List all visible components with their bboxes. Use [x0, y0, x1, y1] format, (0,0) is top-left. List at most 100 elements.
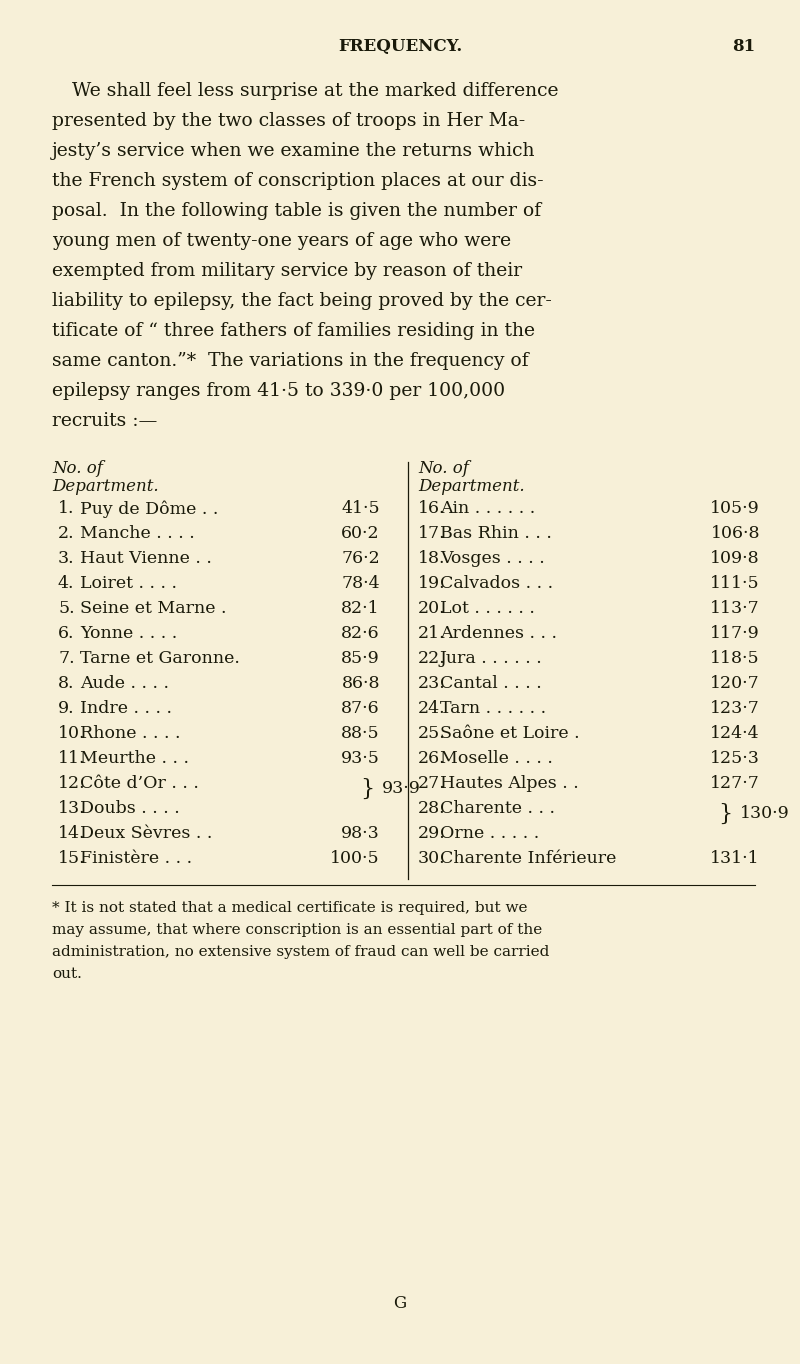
Text: liability to epilepsy, the fact being proved by the cer-: liability to epilepsy, the fact being pr…: [52, 292, 552, 310]
Text: 27.: 27.: [418, 775, 446, 792]
Text: the French system of conscription places at our dis-: the French system of conscription places…: [52, 172, 544, 190]
Text: Saône et Loire .: Saône et Loire .: [440, 726, 580, 742]
Text: }: }: [718, 802, 732, 824]
Text: Lot . . . . . .: Lot . . . . . .: [440, 600, 535, 617]
Text: 82·6: 82·6: [342, 625, 380, 642]
Text: Cantal . . . .: Cantal . . . .: [440, 675, 542, 692]
Text: Tarn . . . . . .: Tarn . . . . . .: [440, 700, 546, 717]
Text: Seine et Marne .: Seine et Marne .: [80, 600, 226, 617]
Text: 5.: 5.: [58, 600, 74, 617]
Text: 118·5: 118·5: [710, 651, 760, 667]
Text: Department.: Department.: [52, 477, 158, 495]
Text: out.: out.: [52, 967, 82, 981]
Text: 13.: 13.: [58, 801, 86, 817]
Text: 12.: 12.: [58, 775, 86, 792]
Text: 127·7: 127·7: [710, 775, 760, 792]
Text: Department.: Department.: [418, 477, 525, 495]
Text: 130·9: 130·9: [740, 805, 790, 822]
Text: 21.: 21.: [418, 625, 446, 642]
Text: 23.: 23.: [418, 675, 446, 692]
Text: Haut Vienne . .: Haut Vienne . .: [80, 550, 212, 567]
Text: Tarne et Garonne.: Tarne et Garonne.: [80, 651, 240, 667]
Text: 17.: 17.: [418, 525, 446, 542]
Text: Loiret . . . .: Loiret . . . .: [80, 576, 177, 592]
Text: No. of: No. of: [418, 460, 469, 477]
Text: 22.: 22.: [418, 651, 446, 667]
Text: 16.: 16.: [418, 501, 446, 517]
Text: tificate of “ three fathers of families residing in the: tificate of “ three fathers of families …: [52, 322, 535, 340]
Text: 120·7: 120·7: [710, 675, 760, 692]
Text: 24.: 24.: [418, 700, 446, 717]
Text: Ain . . . . . .: Ain . . . . . .: [440, 501, 535, 517]
Text: 85·9: 85·9: [342, 651, 380, 667]
Text: 125·3: 125·3: [710, 750, 760, 767]
Text: FREQUENCY.: FREQUENCY.: [338, 38, 462, 55]
Text: Aude . . . .: Aude . . . .: [80, 675, 169, 692]
Text: Indre . . . .: Indre . . . .: [80, 700, 172, 717]
Text: 25.: 25.: [418, 726, 446, 742]
Text: 111·5: 111·5: [710, 576, 760, 592]
Text: presented by the two classes of troops in Her Ma-: presented by the two classes of troops i…: [52, 112, 526, 130]
Text: 2.: 2.: [58, 525, 74, 542]
Text: 124·4: 124·4: [710, 726, 760, 742]
Text: 26.: 26.: [418, 750, 446, 767]
Text: 15.: 15.: [58, 850, 86, 868]
Text: Manche . . . .: Manche . . . .: [80, 525, 194, 542]
Text: 1.: 1.: [58, 501, 74, 517]
Text: Jura . . . . . .: Jura . . . . . .: [440, 651, 542, 667]
Text: Bas Rhin . . .: Bas Rhin . . .: [440, 525, 552, 542]
Text: Puy de Dôme . .: Puy de Dôme . .: [80, 501, 218, 517]
Text: Deux Sèvres . .: Deux Sèvres . .: [80, 825, 212, 842]
Text: Finistère . . .: Finistère . . .: [80, 850, 192, 868]
Text: young men of twenty-one years of age who were: young men of twenty-one years of age who…: [52, 232, 511, 250]
Text: 123·7: 123·7: [710, 700, 760, 717]
Text: 29.: 29.: [418, 825, 446, 842]
Text: may assume, that where conscription is an essential part of the: may assume, that where conscription is a…: [52, 923, 542, 937]
Text: We shall feel less surprise at the marked difference: We shall feel less surprise at the marke…: [72, 82, 558, 100]
Text: Vosges . . . .: Vosges . . . .: [440, 550, 545, 567]
Text: 14.: 14.: [58, 825, 86, 842]
Text: Rhone . . . .: Rhone . . . .: [80, 726, 181, 742]
Text: 18.: 18.: [418, 550, 446, 567]
Text: 30.: 30.: [418, 850, 446, 868]
Text: Ardennes . . .: Ardennes . . .: [440, 625, 557, 642]
Text: Orne . . . . .: Orne . . . . .: [440, 825, 539, 842]
Text: 87·6: 87·6: [342, 700, 380, 717]
Text: same canton.”*  The variations in the frequency of: same canton.”* The variations in the fre…: [52, 352, 529, 370]
Text: epilepsy ranges from 41·5 to 339·0 per 100,000: epilepsy ranges from 41·5 to 339·0 per 1…: [52, 382, 505, 400]
Text: exempted from military service by reason of their: exempted from military service by reason…: [52, 262, 522, 280]
Text: 100·5: 100·5: [330, 850, 380, 868]
Text: Doubs . . . .: Doubs . . . .: [80, 801, 180, 817]
Text: 93·5: 93·5: [341, 750, 380, 767]
Text: 88·5: 88·5: [342, 726, 380, 742]
Text: 8.: 8.: [58, 675, 74, 692]
Text: Meurthe . . .: Meurthe . . .: [80, 750, 189, 767]
Text: Côte d’Or . . .: Côte d’Or . . .: [80, 775, 199, 792]
Text: administration, no extensive system of fraud can well be carried: administration, no extensive system of f…: [52, 945, 550, 959]
Text: G: G: [394, 1294, 406, 1312]
Text: 19.: 19.: [418, 576, 446, 592]
Text: 106·8: 106·8: [710, 525, 760, 542]
Text: 41·5: 41·5: [342, 501, 380, 517]
Text: Charente Inférieure: Charente Inférieure: [440, 850, 616, 868]
Text: 117·9: 117·9: [710, 625, 760, 642]
Text: 98·3: 98·3: [342, 825, 380, 842]
Text: 86·8: 86·8: [342, 675, 380, 692]
Text: 9.: 9.: [58, 700, 74, 717]
Text: jesty’s service when we examine the returns which: jesty’s service when we examine the retu…: [52, 142, 535, 160]
Text: 78·4: 78·4: [342, 576, 380, 592]
Text: 60·2: 60·2: [342, 525, 380, 542]
Text: 109·8: 109·8: [710, 550, 760, 567]
Text: 81: 81: [732, 38, 755, 55]
Text: 82·1: 82·1: [342, 600, 380, 617]
Text: Moselle . . . .: Moselle . . . .: [440, 750, 553, 767]
Text: Hautes Alpes . .: Hautes Alpes . .: [440, 775, 578, 792]
Text: 131·1: 131·1: [710, 850, 760, 868]
Text: 28.: 28.: [418, 801, 446, 817]
Text: Charente . . .: Charente . . .: [440, 801, 555, 817]
Text: 6.: 6.: [58, 625, 74, 642]
Text: recruits :—: recruits :—: [52, 412, 158, 430]
Text: 93·9: 93·9: [382, 780, 421, 797]
Text: 11.: 11.: [58, 750, 86, 767]
Text: No. of: No. of: [52, 460, 103, 477]
